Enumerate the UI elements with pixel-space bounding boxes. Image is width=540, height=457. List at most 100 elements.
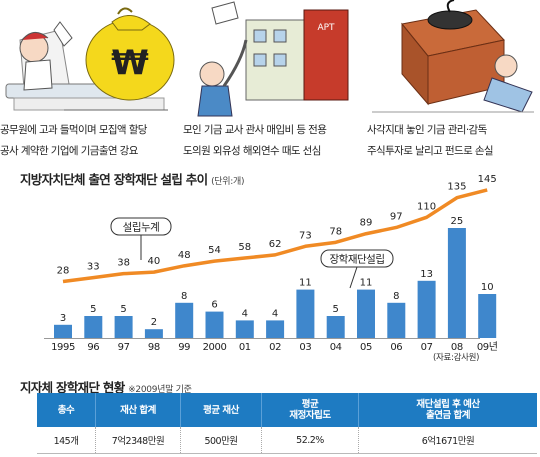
chart-title: 지방자치단체 출연 장학재단 설립 추이 (단위:개) xyxy=(20,169,244,188)
bar-value-label: 8 xyxy=(393,291,399,302)
line-value-label: 48 xyxy=(178,250,191,261)
line-value-label: 40 xyxy=(148,256,161,267)
x-tick-label: 03 xyxy=(299,342,311,353)
bar xyxy=(84,316,103,338)
table-header-row: 총수 재산 합계 평균 재산 평균 재정자립도 재단설립 후 예산 출연금 합계 xyxy=(37,393,537,427)
line-value-label: 89 xyxy=(360,218,373,229)
illustration-money-bag: ₩ xyxy=(0,0,176,118)
caption-1-line-1: 공무원에 고과 들먹이며 모집액 할당 xyxy=(0,124,147,136)
combo-chart: 3199559659729889962000401402110350411058… xyxy=(44,174,498,353)
x-tick-label: 97 xyxy=(118,342,130,353)
bar xyxy=(447,228,466,338)
x-tick-label: 08 xyxy=(451,342,463,353)
bar xyxy=(235,320,254,338)
line-value-label: 58 xyxy=(238,242,251,253)
cell-assets: 7억2348만원 xyxy=(95,427,181,454)
illustration-apartment: APT xyxy=(182,0,358,118)
cell-contributions: 6억1671만원 xyxy=(358,427,537,454)
x-tick-label: 99 xyxy=(178,342,190,353)
th-avg-assets: 평균 재산 xyxy=(180,393,262,427)
bar xyxy=(144,329,163,338)
bar-value-label: 10 xyxy=(481,282,494,293)
x-tick-label: 06 xyxy=(390,342,402,353)
line-value-label: 110 xyxy=(417,201,436,212)
caption-3-line-2: 주식투자로 날리고 펀드로 손실 xyxy=(367,145,494,157)
line-value-label: 54 xyxy=(208,245,221,256)
bar-value-label: 5 xyxy=(120,304,126,315)
bar-value-label: 4 xyxy=(272,308,278,319)
x-tick-label: 2000 xyxy=(203,342,227,353)
bar-value-label: 25 xyxy=(451,216,464,227)
table-title-text: 지자체 장학재단 현황 xyxy=(20,380,125,395)
caption-3-line-1: 사각지대 놓인 기금 관리·감독 xyxy=(367,124,487,136)
caption-2-line-2: 도의원 외유성 해외연수 때도 선심 xyxy=(183,145,321,157)
bar xyxy=(266,320,285,338)
chart-unit: (단위:개) xyxy=(211,177,245,187)
bar xyxy=(326,316,345,338)
bar xyxy=(114,316,133,338)
bar-value-label: 2 xyxy=(151,317,157,328)
line-value-label: 62 xyxy=(269,239,282,250)
line-value-label: 78 xyxy=(329,226,342,237)
bar-value-label: 5 xyxy=(90,304,96,315)
bar xyxy=(54,324,72,338)
bar xyxy=(417,280,436,338)
bar xyxy=(478,294,497,338)
bar-value-label: 6 xyxy=(211,300,217,311)
bar xyxy=(175,302,194,338)
legend-cumulative-text: 설립누계 xyxy=(123,221,160,234)
x-tick-label: 01 xyxy=(239,342,251,353)
line-value-label: 38 xyxy=(117,258,130,269)
x-tick-label: 04 xyxy=(330,342,342,353)
chart-source: (자료:감사원) xyxy=(433,353,480,363)
legend-established-text: 장학재단설립 xyxy=(330,253,385,266)
bar-value-label: 5 xyxy=(333,304,339,315)
line-value-label: 33 xyxy=(87,262,100,273)
bar-value-label: 13 xyxy=(420,269,433,280)
legend-established-leader xyxy=(349,266,358,289)
caption-1: 공무원에 고과 들먹이며 모집액 할당 공사 계약한 기업에 기금출연 강요 xyxy=(0,120,178,162)
table-row: 145개 7억2348만원 500만원 52.2% 6억1671만원 xyxy=(37,427,537,454)
bar xyxy=(205,311,224,338)
legend-established-box xyxy=(320,249,394,268)
caption-3: 사각지대 놓인 기금 관리·감독 주식투자로 날리고 펀드로 손실 xyxy=(367,120,540,162)
x-tick-label: 96 xyxy=(87,342,99,353)
summary-table: 총수 재산 합계 평균 재산 평균 재정자립도 재단설립 후 예산 출연금 합계 1… xyxy=(37,393,537,454)
won-symbol: ₩ xyxy=(111,43,149,83)
line-value-label: 145 xyxy=(478,174,497,185)
table-note: ※2009년말 기준 xyxy=(128,385,192,395)
x-tick-label: 09년 xyxy=(477,341,498,353)
line-value-label: 97 xyxy=(390,211,403,222)
th-total: 총수 xyxy=(37,393,96,427)
caption-2: 모인 기금 교사 관사 매입비 등 전용 도의원 외유성 해외연수 때도 선심 xyxy=(183,120,361,162)
apt-sign: APT xyxy=(317,23,335,33)
cell-avg-assets: 500만원 xyxy=(180,427,262,454)
cell-total: 145개 xyxy=(37,427,96,454)
bar-value-label: 4 xyxy=(242,308,248,319)
illustration-rock-carry xyxy=(364,0,540,118)
bar xyxy=(387,302,406,338)
bar-value-label: 3 xyxy=(60,313,66,324)
line-value-label: 73 xyxy=(299,230,312,241)
chart-title-text: 지방자치단체 출연 장학재단 설립 추이 xyxy=(20,172,208,187)
bar-value-label: 11 xyxy=(360,278,373,289)
caption-1-line-2: 공사 계약한 기업에 기금출연 강요 xyxy=(0,145,138,157)
bar-value-label: 11 xyxy=(299,278,312,289)
caption-2-line-1: 모인 기금 교사 관사 매입비 등 전용 xyxy=(183,124,327,136)
th-fiscal-independence: 평균 재정자립도 xyxy=(261,393,359,427)
bar-value-label: 8 xyxy=(181,291,187,302)
cell-fiscal-independence: 52.2% xyxy=(261,427,359,454)
x-tick-label: 1995 xyxy=(51,342,75,353)
legend-cumulative-box xyxy=(110,217,172,236)
bar xyxy=(357,289,375,338)
series-line xyxy=(62,188,488,284)
x-tick-label: 05 xyxy=(360,342,372,353)
th-assets: 재산 합계 xyxy=(95,393,181,427)
line-value-label: 135 xyxy=(447,182,466,193)
line-value-label: 28 xyxy=(57,266,70,277)
x-tick-label: 07 xyxy=(421,342,433,353)
bar xyxy=(296,289,315,338)
th-contributions: 재단설립 후 예산 출연금 합계 xyxy=(358,393,537,427)
x-tick-label: 02 xyxy=(269,342,281,353)
x-tick-label: 98 xyxy=(148,342,160,353)
